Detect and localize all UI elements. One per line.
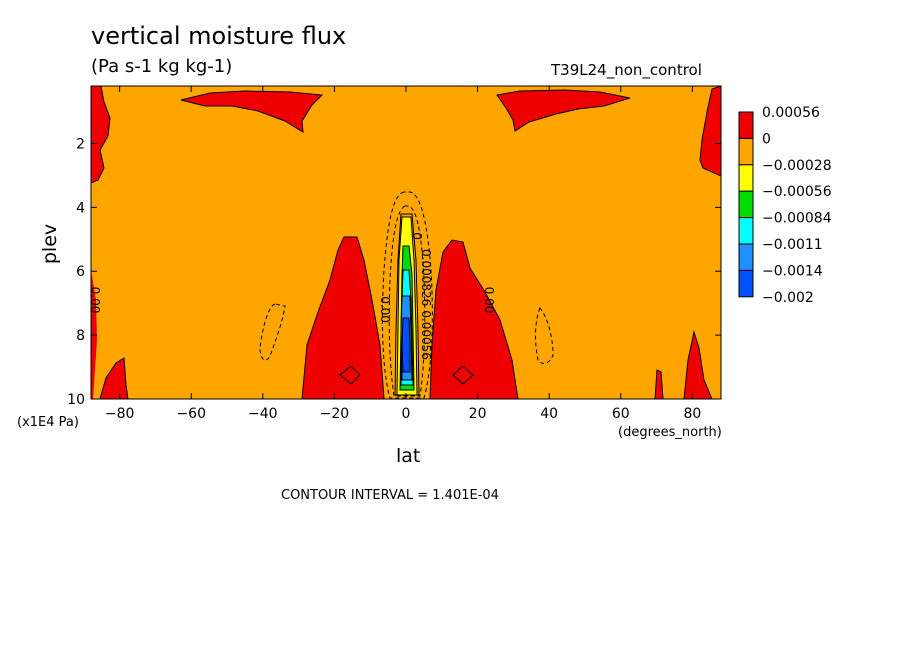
colorbar: 0.00056 0 −0.00028 −0.00056 −0.00084 −0.0011 −… [738,105,832,306]
colorbar-label: −0.00028 [762,158,832,174]
y-axis-label: plev [39,223,61,265]
y-tick-label: 4 [76,200,85,216]
colorbar-swatch [738,243,754,271]
fill-red-bottom-right-small [654,330,713,399]
colorbar-label: −0.00056 [762,184,832,200]
x-axis: −80 −60 −40 −20 0 20 40 60 80 [105,86,701,422]
contour-labels: 0.00 0.00 0.00 0 0.000826 0.00056 [88,232,496,360]
colorbar-label: −0.0014 [762,263,823,279]
fill-red-left-edge [91,86,111,184]
colorbar-label: −0.0011 [762,237,823,253]
chart-title: vertical moisture flux [91,22,347,50]
colorbar-swatch [738,137,754,166]
y-axis: 2 4 6 8 10 [67,136,721,408]
contour-interval-note: CONTOUR INTERVAL = 1.401E-04 [281,488,499,503]
dashed-contour-right-oval [535,307,554,364]
colorbar-swatch [738,217,754,245]
contour-label: 0 [410,232,424,240]
x-tick-label: 80 [683,406,701,422]
contour-diamond-left [339,365,361,385]
contour-fills [91,86,721,399]
x-axis-label: lat [396,445,421,467]
fill-red-left-edge-lower [91,270,97,399]
colorbar-swatch [738,190,754,219]
x-axis-unit: (degrees_north) [618,425,722,440]
colorbar-swatch [738,164,754,192]
colorbar-label: −0.002 [762,290,814,306]
x-tick-label: −80 [105,406,135,422]
fill-red-right-edge [699,86,721,177]
colorbar-swatch [738,111,754,139]
contour-label: 0.00056 [419,310,433,360]
fill-dark-blue [401,317,411,373]
y-tick-label: 8 [76,328,85,344]
fill-red-top-left [180,90,324,133]
contour-label: 0.00 [378,296,392,323]
run-id: T39L24_non_control [551,61,702,79]
y-tick-label: 6 [76,264,85,280]
colorbar-swatch [738,269,754,298]
dashed-contour-mid [388,205,426,397]
fill-red-bottom-left-small [99,357,129,399]
contour-label: 0.00 [88,287,102,314]
fill-red-lower-left [301,236,385,399]
x-tick-label: −40 [248,406,278,422]
contour-label: 0.000826 [419,249,433,306]
y-tick-label: 2 [76,136,85,152]
x-tick-label: 0 [402,406,411,422]
x-tick-label: −20 [320,406,350,422]
x-tick-label: 20 [469,406,487,422]
fill-red-lower-right [429,239,519,399]
contour-label: 0.00 [482,287,496,314]
dashed-contour-left-oval [259,303,286,361]
y-tick-label: 10 [67,392,85,408]
chart-units: (Pa s-1 kg kg-1) [91,56,233,77]
x-tick-label: 60 [612,406,630,422]
x-tick-label: −60 [176,406,206,422]
colorbar-label: 0 [762,131,771,147]
dashed-contour-outer [381,191,433,399]
x-tick-label: 40 [540,406,558,422]
colorbar-label: −0.00084 [762,211,832,227]
fill-red-top-right [496,89,631,132]
colorbar-label: 0.00056 [762,105,820,121]
y-axis-unit: (x1E4 Pa) [17,415,79,430]
contour-diamond-right [452,365,474,385]
